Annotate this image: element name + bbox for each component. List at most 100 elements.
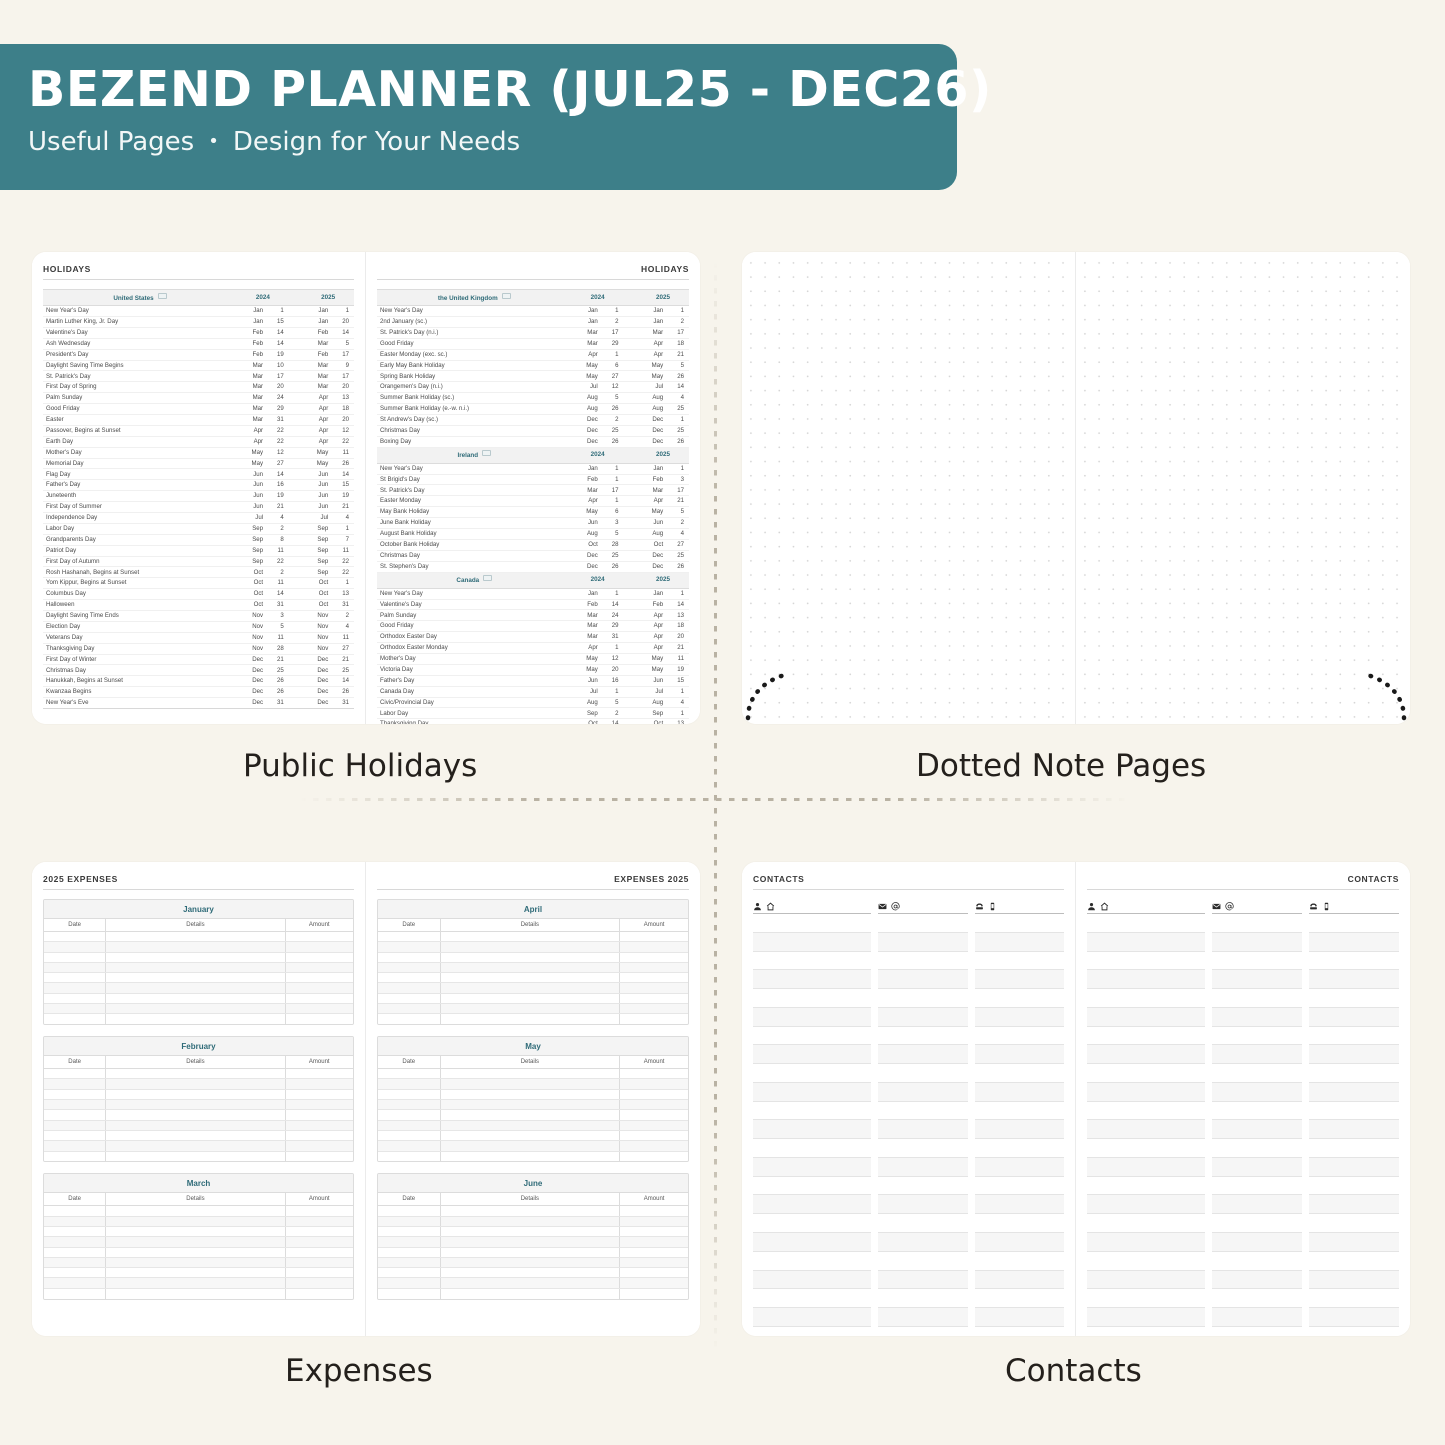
cell-details[interactable] <box>105 1288 286 1299</box>
cell-amount[interactable] <box>619 1120 688 1131</box>
contacts-entry-row[interactable] <box>1212 970 1303 990</box>
contacts-entry-row[interactable] <box>1212 1176 1303 1196</box>
table-row[interactable] <box>44 962 353 974</box>
contacts-entry-row[interactable] <box>753 1308 872 1327</box>
table-row[interactable] <box>44 1247 353 1258</box>
contacts-entry-row[interactable] <box>1087 951 1206 971</box>
cell-date[interactable] <box>378 1288 441 1299</box>
contacts-entry-row[interactable] <box>1212 951 1303 971</box>
cell-date[interactable] <box>44 1013 107 1025</box>
cell-date[interactable] <box>378 1109 441 1121</box>
contacts-entry-row[interactable] <box>753 1289 872 1309</box>
cell-amount[interactable] <box>285 1205 353 1217</box>
table-row[interactable] <box>378 1013 688 1025</box>
cell-details[interactable] <box>105 1089 286 1101</box>
contacts-entry-row[interactable] <box>878 1082 968 1102</box>
contacts-entry-row[interactable] <box>974 1101 1064 1121</box>
table-row[interactable] <box>378 993 688 1005</box>
cell-details[interactable] <box>440 1236 621 1248</box>
table-row[interactable] <box>378 1151 688 1162</box>
cell-amount[interactable] <box>285 1099 353 1111</box>
table-row[interactable] <box>378 931 688 943</box>
cell-details[interactable] <box>105 1151 286 1162</box>
contacts-entry-row[interactable] <box>878 1270 968 1290</box>
cell-details[interactable] <box>440 1288 621 1299</box>
table-row[interactable] <box>44 1151 353 1162</box>
contacts-entry-row[interactable] <box>1309 1082 1400 1102</box>
cell-amount[interactable] <box>619 1205 688 1217</box>
contacts-entry-row[interactable] <box>1087 1045 1206 1065</box>
contacts-entry-row[interactable] <box>753 932 872 952</box>
contacts-entry-row[interactable] <box>878 970 968 990</box>
cell-details[interactable] <box>105 993 286 1005</box>
cell-details[interactable] <box>440 1068 621 1080</box>
cell-date[interactable] <box>378 1247 441 1258</box>
table-row[interactable] <box>378 1226 688 1238</box>
contacts-entry-row[interactable] <box>974 1045 1064 1065</box>
contacts-entry-row[interactable] <box>1087 1139 1206 1158</box>
contacts-entry-row[interactable] <box>878 1176 968 1196</box>
table-row[interactable] <box>378 1078 688 1090</box>
contacts-entry-row[interactable] <box>974 1064 1064 1083</box>
contacts-entry-row[interactable] <box>1309 951 1400 971</box>
cell-date[interactable] <box>44 1216 107 1227</box>
cell-date[interactable] <box>44 1109 107 1121</box>
contacts-entry-row[interactable] <box>1087 970 1206 990</box>
cell-amount[interactable] <box>619 1151 688 1162</box>
cell-amount[interactable] <box>619 1226 688 1238</box>
cell-amount[interactable] <box>285 1226 353 1238</box>
table-row[interactable] <box>44 1226 353 1238</box>
contacts-entry-row[interactable] <box>1212 914 1303 933</box>
cell-amount[interactable] <box>285 1236 353 1248</box>
contacts-entry-row[interactable] <box>1309 1289 1400 1309</box>
contacts-entry-row[interactable] <box>974 932 1064 952</box>
contacts-entry-row[interactable] <box>1087 1082 1206 1102</box>
cell-date[interactable] <box>378 1068 441 1080</box>
contacts-entry-row[interactable] <box>1212 1101 1303 1121</box>
cell-details[interactable] <box>105 1068 286 1080</box>
cell-details[interactable] <box>105 1236 286 1248</box>
table-row[interactable] <box>44 1120 353 1131</box>
table-row[interactable] <box>378 1247 688 1258</box>
contacts-entry-row[interactable] <box>878 1214 968 1234</box>
cell-date[interactable] <box>378 1257 441 1269</box>
cell-amount[interactable] <box>619 1288 688 1299</box>
contacts-entry-row[interactable] <box>753 1251 872 1271</box>
cell-date[interactable] <box>378 1003 441 1015</box>
cell-date[interactable] <box>44 1078 107 1090</box>
table-row[interactable] <box>378 941 688 953</box>
table-row[interactable] <box>378 1205 688 1217</box>
contacts-entry-row[interactable] <box>1212 1308 1303 1327</box>
contacts-entry-row[interactable] <box>878 1308 968 1327</box>
contacts-entry-row[interactable] <box>1212 1289 1303 1309</box>
contacts-entry-row[interactable] <box>1309 1233 1400 1252</box>
cell-date[interactable] <box>44 1257 107 1269</box>
cell-date[interactable] <box>44 1247 107 1258</box>
cell-amount[interactable] <box>285 972 353 984</box>
cell-details[interactable] <box>105 1130 286 1142</box>
cell-date[interactable] <box>44 941 107 953</box>
contacts-entry-row[interactable] <box>1212 1026 1303 1046</box>
cell-date[interactable] <box>378 1151 441 1162</box>
contacts-entry-row[interactable] <box>1309 914 1400 933</box>
contacts-entry-row[interactable] <box>878 1007 968 1027</box>
contacts-entry-row[interactable] <box>1212 1195 1303 1215</box>
contacts-entry-row[interactable] <box>1212 1157 1303 1177</box>
cell-details[interactable] <box>440 1089 621 1101</box>
contacts-entry-row[interactable] <box>974 1157 1064 1177</box>
contacts-entry-row[interactable] <box>1309 932 1400 952</box>
table-row[interactable] <box>378 1068 688 1080</box>
cell-details[interactable] <box>440 1267 621 1279</box>
contacts-entry-row[interactable] <box>753 951 872 971</box>
contacts-entry-row[interactable] <box>974 1251 1064 1271</box>
table-row[interactable] <box>44 1257 353 1269</box>
cell-amount[interactable] <box>285 1257 353 1269</box>
contacts-entry-row[interactable] <box>753 1026 872 1046</box>
table-row[interactable] <box>378 1089 688 1101</box>
cell-amount[interactable] <box>285 1109 353 1121</box>
cell-details[interactable] <box>105 931 286 943</box>
contacts-entry-row[interactable] <box>878 1233 968 1252</box>
cell-date[interactable] <box>44 1205 107 1217</box>
table-row[interactable] <box>44 1236 353 1248</box>
contacts-entry-row[interactable] <box>878 1045 968 1065</box>
